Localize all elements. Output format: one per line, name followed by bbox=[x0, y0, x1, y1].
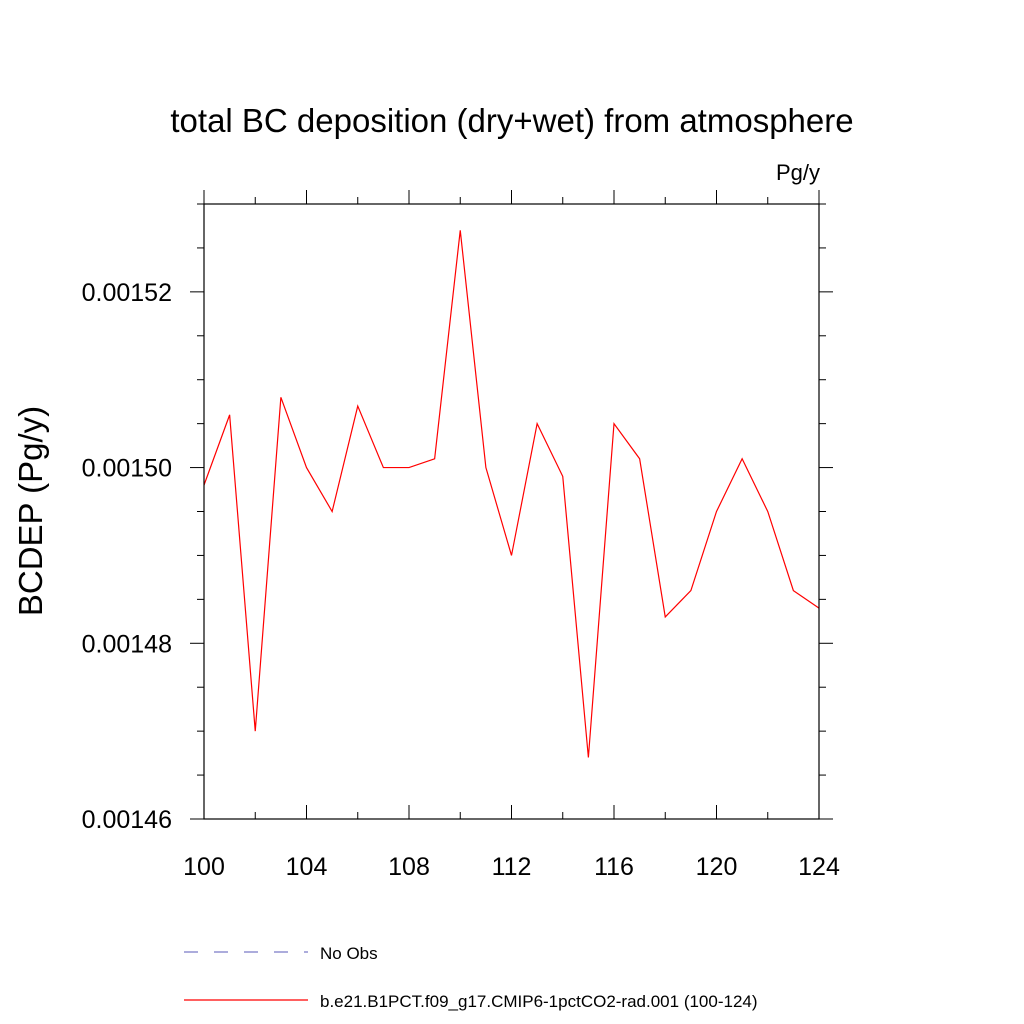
legend-label: b.e21.B1PCT.f09_g17.CMIP6-1pctCO2-rad.00… bbox=[320, 992, 758, 1011]
series-line bbox=[203, 230, 820, 758]
y-tick-label: 0.00146 bbox=[82, 806, 172, 834]
x-tick-label: 112 bbox=[492, 853, 532, 881]
y-tick-label: 0.00148 bbox=[82, 630, 172, 658]
x-tick-label: 104 bbox=[286, 853, 328, 881]
x-tick-label: 120 bbox=[696, 853, 738, 881]
x-tick-labels: 100 104 108 112 116 120 124 bbox=[183, 853, 840, 881]
axis-ticks bbox=[190, 190, 833, 820]
x-tick-label: 124 bbox=[798, 853, 840, 881]
x-tick-label: 116 bbox=[594, 853, 634, 881]
series-layer bbox=[203, 230, 820, 758]
y-tick-label: 0.00150 bbox=[82, 455, 172, 483]
units-label: Pg/y bbox=[776, 160, 820, 185]
y-tick-label: 0.00152 bbox=[82, 279, 172, 307]
x-tick-label: 100 bbox=[183, 853, 225, 881]
x-tick-label: 108 bbox=[388, 853, 430, 881]
chart-title: total BC deposition (dry+wet) from atmos… bbox=[170, 102, 853, 139]
legend: No Obs b.e21.B1PCT.f09_g17.CMIP6-1pctCO2-… bbox=[184, 944, 758, 1011]
plot-frame bbox=[203, 203, 820, 820]
y-tick-labels: 0.00146 0.00148 0.00150 0.00152 bbox=[82, 279, 172, 834]
y-axis-label: BCDEP (Pg/y) bbox=[12, 406, 49, 616]
legend-label: No Obs bbox=[320, 944, 378, 963]
